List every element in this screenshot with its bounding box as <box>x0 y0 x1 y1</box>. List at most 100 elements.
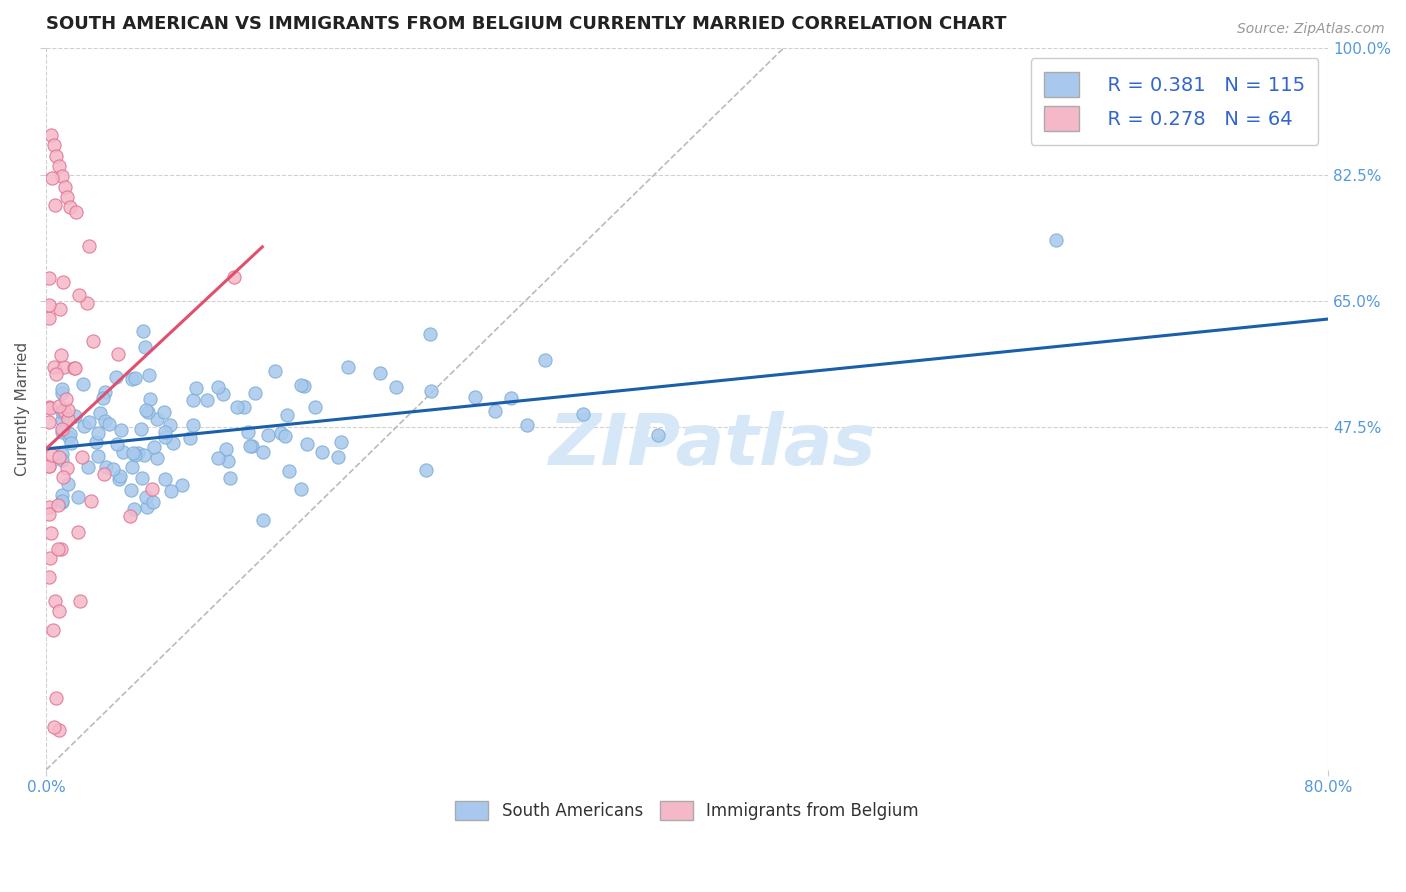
Point <box>38 570 60 584</box>
Point <box>290 482 312 496</box>
Point <box>420 384 443 398</box>
Point <box>45 148 67 162</box>
Point <box>224 269 246 284</box>
Point <box>67 288 90 302</box>
Point <box>184 381 207 395</box>
Point <box>142 494 165 508</box>
Point <box>572 407 595 421</box>
Point <box>103 461 125 475</box>
Point <box>76 296 98 310</box>
Point <box>108 472 131 486</box>
Point <box>63 361 86 376</box>
Point <box>181 392 204 407</box>
Point <box>110 423 132 437</box>
Point <box>252 445 274 459</box>
Point <box>195 392 218 407</box>
Point <box>89 406 111 420</box>
Point <box>1045 233 1067 247</box>
Point <box>290 378 312 392</box>
Point <box>311 444 333 458</box>
Point <box>138 368 160 382</box>
Point <box>172 478 194 492</box>
Point <box>51 386 73 401</box>
Point <box>39 401 62 415</box>
Point <box>135 402 157 417</box>
Point <box>65 205 87 219</box>
Point <box>39 551 62 566</box>
Point <box>69 593 91 607</box>
Point <box>46 498 69 512</box>
Point <box>118 508 141 523</box>
Point <box>135 490 157 504</box>
Point <box>49 541 72 556</box>
Point <box>38 271 60 285</box>
Point <box>124 370 146 384</box>
Point <box>515 417 537 432</box>
Point <box>38 459 60 474</box>
Point <box>39 128 62 142</box>
Point <box>159 418 181 433</box>
Point <box>48 542 70 557</box>
Point <box>51 494 73 508</box>
Point <box>337 360 360 375</box>
Text: ZIPatlas: ZIPatlas <box>548 411 876 480</box>
Text: SOUTH AMERICAN VS IMMIGRANTS FROM BELGIUM CURRENTLY MARRIED CORRELATION CHART: SOUTH AMERICAN VS IMMIGRANTS FROM BELGIU… <box>46 15 1007 33</box>
Point <box>42 720 65 734</box>
Point <box>60 436 83 450</box>
Y-axis label: Currently Married: Currently Married <box>15 343 30 476</box>
Point <box>49 302 72 317</box>
Point <box>94 384 117 399</box>
Point <box>51 402 73 417</box>
Point <box>122 446 145 460</box>
Point <box>58 477 80 491</box>
Point <box>53 360 76 375</box>
Point <box>84 435 107 450</box>
Point <box>80 493 103 508</box>
Point <box>51 412 73 426</box>
Point <box>104 370 127 384</box>
Point <box>219 471 242 485</box>
Point <box>58 430 80 444</box>
Point <box>38 508 60 522</box>
Point <box>484 404 506 418</box>
Point <box>162 436 184 450</box>
Point <box>48 604 70 618</box>
Point <box>257 427 280 442</box>
Point <box>45 690 67 705</box>
Point <box>87 450 110 464</box>
Point <box>127 446 149 460</box>
Point <box>42 138 65 153</box>
Point <box>179 431 201 445</box>
Point <box>464 390 486 404</box>
Point <box>55 392 77 407</box>
Point <box>58 412 80 426</box>
Point <box>134 448 156 462</box>
Point <box>51 494 73 508</box>
Point <box>153 430 176 444</box>
Point <box>143 440 166 454</box>
Point <box>77 416 100 430</box>
Point <box>59 200 82 214</box>
Point <box>304 400 326 414</box>
Point <box>207 379 229 393</box>
Point <box>65 360 87 375</box>
Point <box>212 387 235 401</box>
Point <box>124 448 146 462</box>
Point <box>131 471 153 485</box>
Point <box>330 435 353 450</box>
Point <box>153 404 176 418</box>
Point <box>233 400 256 414</box>
Point <box>153 425 176 439</box>
Point <box>39 526 62 541</box>
Point <box>77 460 100 475</box>
Point <box>51 422 73 436</box>
Point <box>52 276 75 290</box>
Point <box>66 490 89 504</box>
Point <box>238 425 260 440</box>
Point <box>326 450 349 465</box>
Point <box>215 442 238 457</box>
Point <box>55 461 77 475</box>
Point <box>181 418 204 433</box>
Point <box>217 454 239 468</box>
Point <box>44 198 66 212</box>
